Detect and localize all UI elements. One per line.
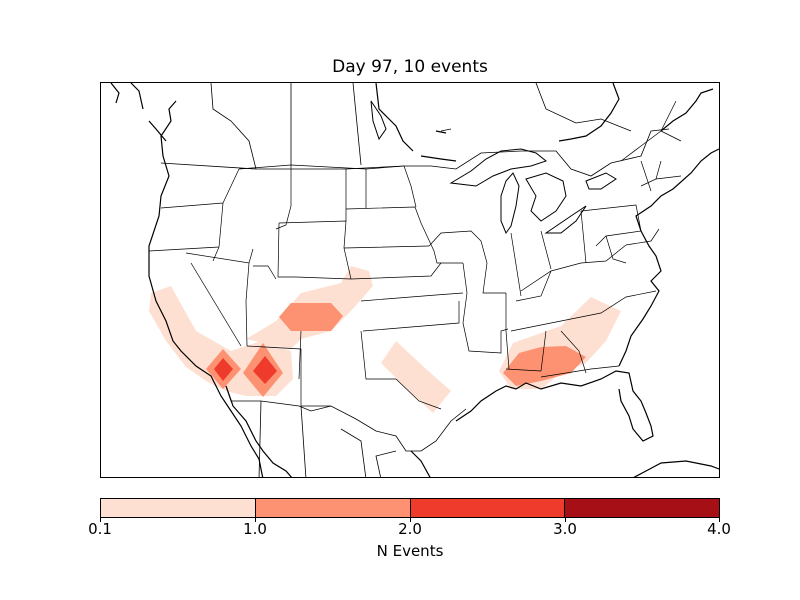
us-map (110, 83, 719, 477)
contour-colorado-mid (279, 303, 343, 331)
lake-huron (525, 172, 567, 222)
coastlines (110, 83, 719, 477)
colorbar-tick-label: 1.0 (243, 520, 267, 538)
colorbar-segment-3 (565, 499, 719, 517)
colorbar-tick-label: 3.0 (553, 520, 577, 538)
colorbar (100, 498, 720, 518)
lake-ontario (585, 172, 617, 190)
colorbar-tick-label: 4.0 (707, 520, 731, 538)
colorbar-tick-label: 2.0 (398, 520, 422, 538)
lake-winnipeg (370, 100, 387, 141)
lake-erie (544, 205, 587, 234)
lake-michigan (500, 172, 520, 235)
map-panel (100, 82, 720, 478)
map-title: Day 97, 10 events (332, 57, 488, 77)
great-lakes (370, 100, 617, 235)
contour-west-texas (381, 341, 451, 413)
contour-arizona-high (253, 356, 277, 384)
colorbar-segment-0 (101, 499, 256, 517)
contour-southeast-mid (503, 346, 586, 386)
lake-superior (449, 148, 548, 187)
state-borders (148, 100, 682, 410)
colorbar-tick-mark (565, 518, 566, 522)
contour-socal-high (214, 358, 233, 381)
colorbar-tick-mark (719, 518, 720, 522)
country-borders (160, 83, 670, 477)
colorbar-segment-2 (410, 499, 566, 517)
colorbar-tick-mark (255, 518, 256, 522)
colorbar-tick-label: 0.1 (88, 520, 112, 538)
event-density-contours (149, 266, 621, 413)
colorbar-tick-mark (410, 518, 411, 522)
colorbar-segment-1 (255, 499, 411, 517)
colorbar-label: N Events (376, 542, 444, 560)
colorbar-tick-mark (100, 518, 101, 522)
